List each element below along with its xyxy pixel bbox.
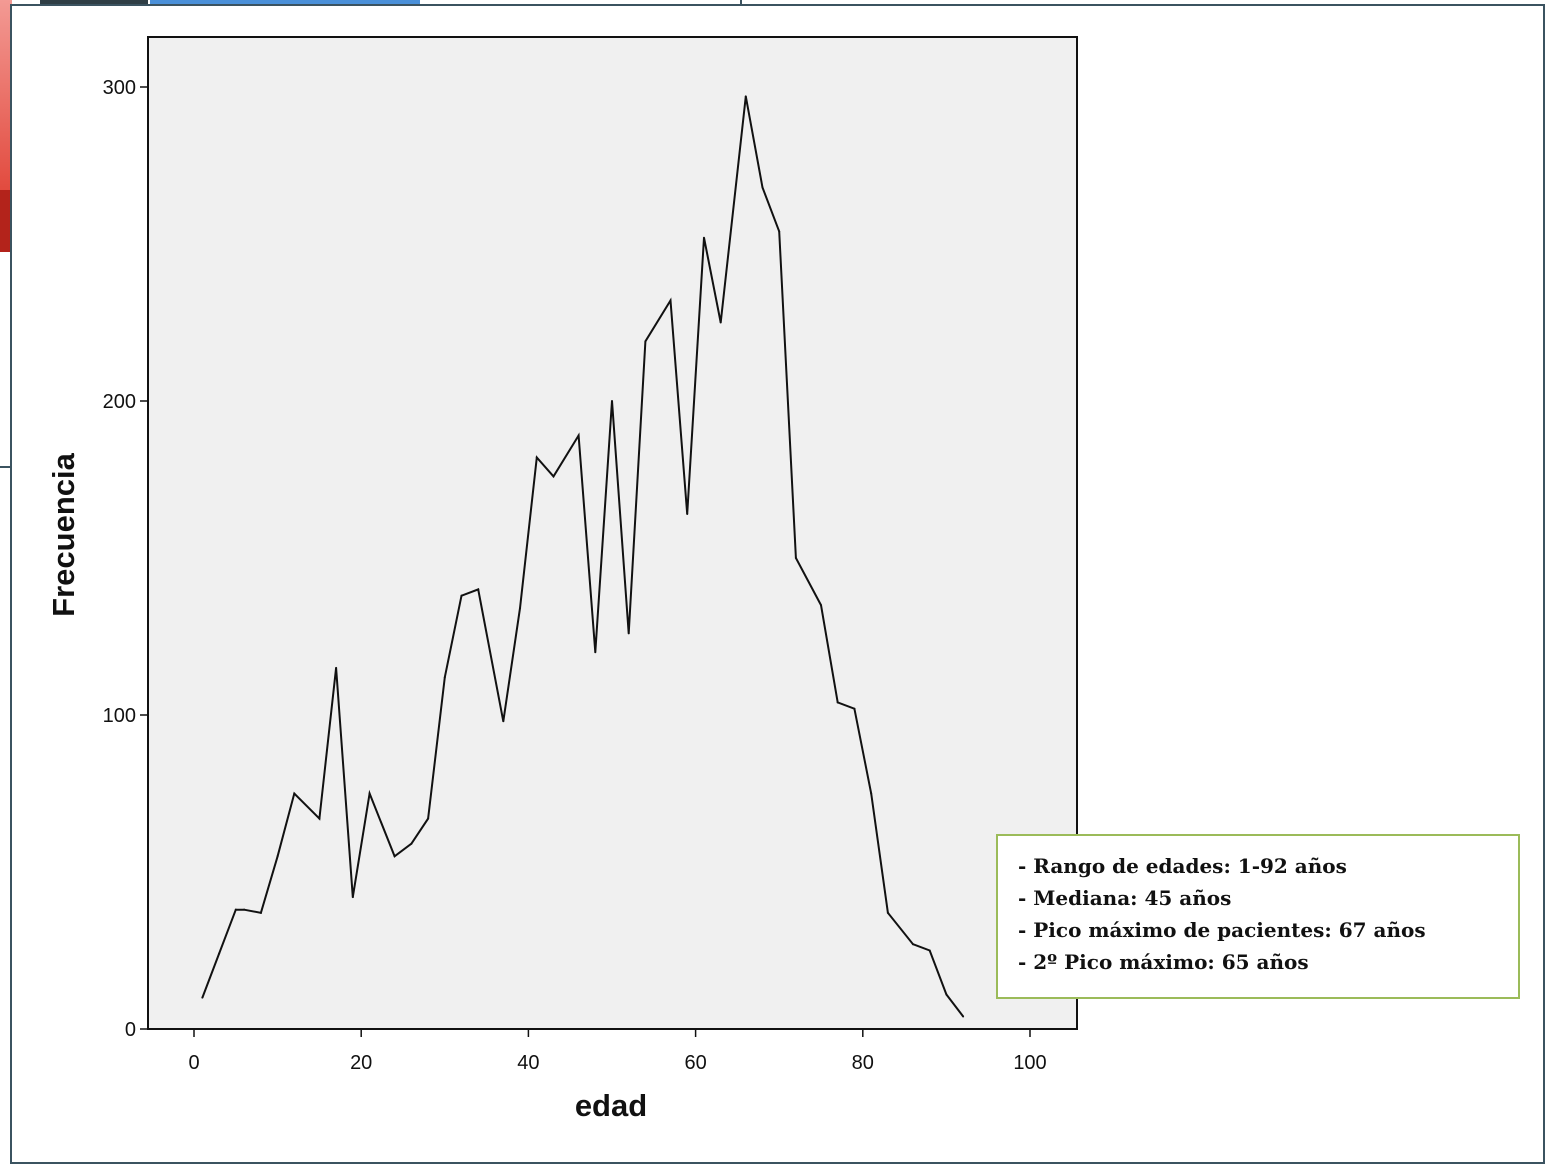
data-point	[644, 340, 647, 343]
data-point	[410, 842, 413, 845]
data-point	[293, 792, 296, 795]
data-points	[201, 95, 965, 1018]
data-point	[243, 908, 246, 911]
data-point	[886, 911, 889, 914]
data-point	[460, 594, 463, 597]
data-point	[853, 707, 856, 710]
decorative-divider	[0, 466, 10, 468]
data-point	[577, 434, 580, 437]
x-axis-title: edad	[575, 1088, 647, 1123]
data-point	[911, 943, 914, 946]
stat-age-range: - Rango de edades: 1-92 años	[1018, 854, 1347, 878]
data-point	[761, 186, 764, 189]
stat-max-peak: - Pico máximo de pacientes: 67 años	[1018, 918, 1426, 942]
x-tick-label: 60	[684, 1052, 706, 1074]
decorative-dark-red-bar	[0, 190, 12, 252]
data-point	[870, 792, 873, 795]
x-tick-label: 0	[188, 1052, 199, 1074]
data-point	[535, 456, 538, 459]
data-point	[443, 676, 446, 679]
x-tick-label: 20	[350, 1052, 372, 1074]
data-point	[552, 475, 555, 478]
data-point	[836, 701, 839, 704]
plot-area	[147, 36, 1078, 1030]
data-point	[778, 230, 781, 233]
stat-second-peak: - 2º Pico máximo: 65 años	[1018, 950, 1309, 974]
data-point	[686, 513, 689, 516]
data-point	[594, 651, 597, 654]
data-point	[669, 299, 672, 302]
data-point	[201, 996, 204, 999]
y-tick-label: 100	[103, 705, 136, 727]
y-tick-label: 300	[103, 77, 136, 99]
y-tick-label: 0	[125, 1019, 136, 1041]
data-point	[318, 817, 321, 820]
y-axis: 0 100 200 300	[103, 77, 148, 1041]
stat-median: - Mediana: 45 años	[1018, 886, 1232, 910]
data-point	[702, 236, 705, 239]
data-point	[368, 792, 371, 795]
data-point	[794, 557, 797, 559]
y-axis-title: Frecuencia	[46, 452, 81, 616]
data-point	[351, 896, 354, 899]
data-point	[945, 993, 948, 996]
data-point	[519, 607, 522, 610]
decorative-dark-bar	[40, 0, 148, 4]
data-point	[719, 321, 722, 324]
y-tick-label: 200	[103, 391, 136, 413]
data-point	[218, 952, 221, 955]
data-point	[502, 720, 505, 723]
x-tick-label: 80	[852, 1052, 874, 1074]
data-point	[427, 817, 430, 820]
data-point	[962, 1015, 965, 1018]
data-point	[276, 855, 279, 858]
decorative-blue-bar	[150, 0, 420, 6]
x-axis: 0 20 40 60 80 100	[188, 1029, 1047, 1074]
data-point	[234, 908, 237, 911]
summary-stats-box: - Rango de edades: 1-92 años - Mediana: …	[996, 834, 1520, 999]
data-point	[627, 632, 630, 635]
data-point	[335, 666, 338, 669]
data-point	[259, 911, 262, 914]
x-tick-label: 40	[517, 1052, 539, 1074]
data-point	[744, 95, 747, 98]
data-point	[820, 604, 822, 607]
x-tick-label: 100	[1013, 1052, 1046, 1074]
decorative-red-bar	[0, 0, 12, 190]
data-point	[611, 400, 613, 402]
data-point	[393, 855, 396, 858]
data-point	[477, 588, 480, 591]
data-point	[928, 949, 931, 952]
